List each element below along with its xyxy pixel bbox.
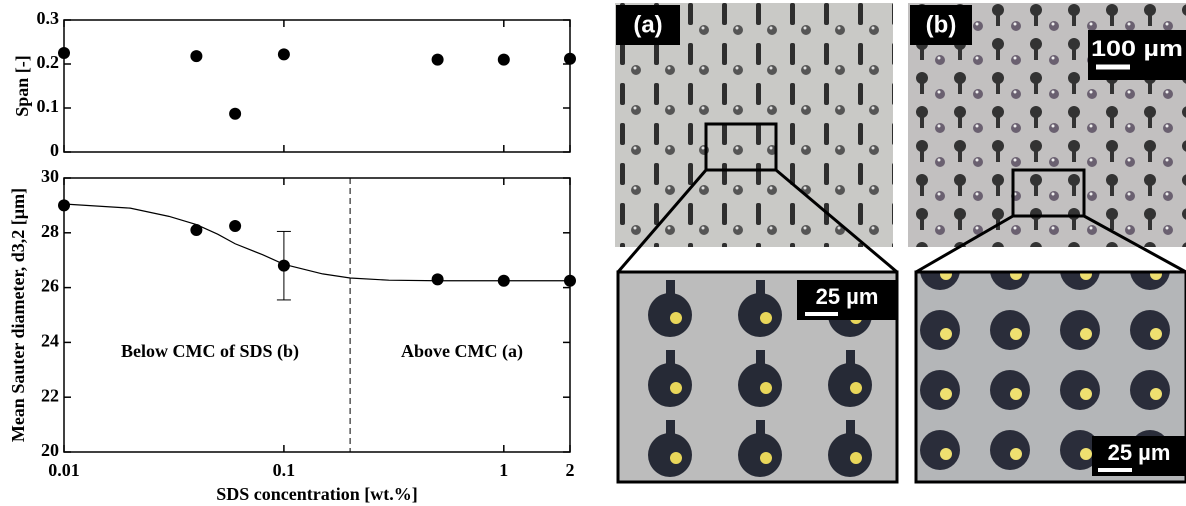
y-tick-label: 0 (50, 140, 59, 160)
data-point (58, 199, 70, 211)
x-axis-label: SDS concentration [wt.%] (216, 484, 417, 504)
annotation: Above CMC (a) (401, 341, 523, 362)
x-tick-label: 0.1 (273, 460, 296, 480)
data-point (498, 275, 510, 287)
data-point (278, 48, 290, 60)
scale-label: 25 µm (816, 284, 879, 309)
micrographs: (a) (b) 100 µm 25 µm 25 µm (615, 3, 1186, 482)
data-point (190, 224, 202, 236)
y-tick-label: 0.1 (37, 96, 60, 116)
x-tick-label: 2 (566, 460, 575, 480)
y-tick-label: 20 (41, 440, 59, 460)
annotation: Below CMC of SDS (b) (121, 341, 299, 362)
y-tick-label: 26 (41, 276, 59, 296)
y-tick-label: 22 (41, 385, 59, 405)
x-tick-label: 1 (499, 460, 508, 480)
data-point (564, 53, 576, 65)
y-axis-label: Span [-] (12, 55, 32, 117)
data-point (498, 54, 510, 66)
x-tick-label: 0.01 (48, 460, 80, 480)
data-point (190, 50, 202, 62)
data-point (229, 108, 241, 120)
y-tick-label: 0.3 (37, 8, 60, 28)
figure: (a) (b) 100 µm 25 µm 25 µm 0 0.1 0.2 0.3 Spa… (0, 0, 1186, 506)
y-tick-label: 30 (41, 166, 59, 186)
data-point (278, 260, 290, 272)
y-axis-label: Mean Sauter diameter, d3,2 [µm] (8, 188, 28, 442)
y-tick-label: 28 (41, 221, 59, 241)
page: {"chart_data":[ {"type":"scatter","ylabe… (0, 0, 1186, 506)
data-point (432, 54, 444, 66)
plots: 0 0.1 0.2 0.3 Span [-] 20 22 24 26 28 30 0.01 0.1 1 2 M… (8, 8, 576, 504)
y-tick-label: 0.2 (37, 52, 60, 72)
scale-label: 100 µm (1091, 36, 1183, 61)
data-point (229, 220, 241, 232)
plot-frame (64, 178, 570, 452)
data-point (58, 47, 70, 59)
data-point (564, 275, 576, 287)
scale-label: 25 µm (1108, 440, 1171, 465)
fit-curve (64, 204, 570, 281)
panel-label: (b) (926, 11, 957, 38)
plot-frame (64, 20, 570, 152)
y-tick-label: 24 (41, 331, 59, 351)
data-point (432, 273, 444, 285)
panel-label: (a) (633, 11, 662, 38)
